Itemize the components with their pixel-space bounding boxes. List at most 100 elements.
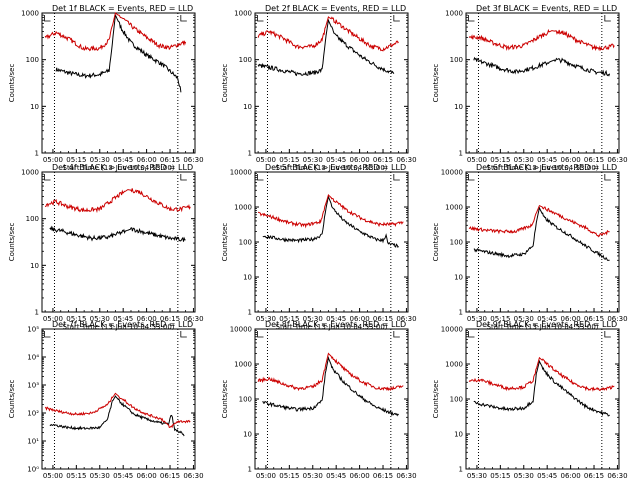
x-tick-label: 06:00 bbox=[137, 156, 157, 164]
y-tick-label: 100 bbox=[450, 396, 463, 404]
y-tick-label: 10 bbox=[30, 262, 39, 270]
lld-series-line bbox=[257, 194, 404, 229]
y-tick-label: 1 bbox=[248, 309, 252, 317]
x-tick-label: 05:00 bbox=[43, 315, 63, 323]
x-tick-label: 06:15 bbox=[160, 315, 180, 323]
plot-panel: Det 7f BLACK = Events, RED = LLD 10⁰ 10¹ 10… bbox=[8, 320, 204, 480]
y-tick-label: 10¹ bbox=[27, 438, 39, 446]
y-tick-label: 100 bbox=[450, 239, 463, 247]
lld-series-line bbox=[45, 188, 191, 214]
x-axis-label: Start Time (13-Jun-10 04:53:00) bbox=[487, 323, 599, 331]
x-tick-label: 05:30 bbox=[514, 472, 534, 480]
x-tick-label: 05:00 bbox=[467, 156, 487, 164]
y-tick-label: 10000 bbox=[230, 326, 252, 334]
x-tick-label: 05:15 bbox=[279, 315, 299, 323]
x-tick-label: 06:00 bbox=[350, 156, 370, 164]
x-tick-label: 05:15 bbox=[66, 472, 86, 480]
interval-bracket bbox=[393, 331, 400, 338]
plot-panel: Det 4f BLACK = Events, RED = LLD 1 10 100 10… bbox=[8, 163, 204, 331]
y-tick-label: 10 bbox=[243, 274, 252, 282]
x-axis-label: Start Time (13-Jun-10 04:53:00) bbox=[276, 164, 388, 172]
x-tick-label: 06:00 bbox=[137, 315, 157, 323]
x-tick-label: 06:00 bbox=[137, 472, 157, 480]
x-tick-label: 06:15 bbox=[584, 472, 604, 480]
y-tick-label: 100 bbox=[26, 56, 39, 64]
interval-bracket bbox=[468, 174, 475, 181]
y-tick-label: 1000 bbox=[445, 204, 463, 212]
x-tick-label: 06:00 bbox=[561, 472, 581, 480]
plot-title: Det 4f BLACK = Events, RED = LLD bbox=[52, 163, 193, 172]
y-tick-label: 1000 bbox=[21, 169, 39, 177]
x-tick-label: 05:00 bbox=[43, 472, 63, 480]
interval-bracket bbox=[180, 331, 187, 338]
plot-title: Det 3f BLACK = Events, RED = LLD bbox=[476, 4, 617, 13]
y-tick-label: 1000 bbox=[445, 10, 463, 18]
y-tick-label: 1 bbox=[459, 466, 463, 474]
interval-bracket bbox=[44, 174, 51, 181]
x-tick-label: 06:00 bbox=[350, 472, 370, 480]
x-tick-label: 05:30 bbox=[90, 472, 110, 480]
interval-bracket bbox=[44, 15, 51, 22]
plot-title: Det 1f BLACK = Events, RED = LLD bbox=[52, 4, 193, 13]
x-tick-label: 06:15 bbox=[584, 156, 604, 164]
x-tick-label: 05:45 bbox=[537, 315, 557, 323]
y-tick-label: 10³ bbox=[27, 382, 39, 390]
x-tick-label: 05:00 bbox=[256, 472, 276, 480]
y-axis-label: Counts/sec bbox=[221, 223, 229, 262]
plot-panel: Det 9f BLACK = Events, RED = LLD 1 10 100 10… bbox=[432, 320, 628, 480]
x-tick-label: 06:15 bbox=[160, 472, 180, 480]
lld-series-line bbox=[257, 352, 404, 392]
interval-bracket bbox=[604, 174, 611, 181]
x-tick-label: 05:45 bbox=[326, 472, 346, 480]
y-axis-label: Counts/sec bbox=[8, 64, 16, 103]
y-axis-label: Counts/sec bbox=[221, 64, 229, 103]
plot-panel: Det 3f BLACK = Events, RED = LLD 1 10 100 10… bbox=[432, 4, 628, 172]
interval-bracket bbox=[44, 331, 51, 338]
x-axis-label: Start Time (13-Jun-10 04:53:00) bbox=[276, 323, 388, 331]
y-tick-label: 100 bbox=[239, 396, 252, 404]
x-tick-label: 05:15 bbox=[66, 315, 86, 323]
x-tick-label: 06:30 bbox=[396, 156, 416, 164]
y-tick-label: 10000 bbox=[230, 169, 252, 177]
x-tick-label: 06:15 bbox=[373, 315, 393, 323]
interval-bracket bbox=[468, 331, 475, 338]
x-tick-label: 05:45 bbox=[537, 472, 557, 480]
lld-series-line bbox=[468, 28, 615, 52]
x-tick-label: 05:15 bbox=[490, 315, 510, 323]
x-tick-label: 06:30 bbox=[607, 315, 627, 323]
x-tick-label: 05:45 bbox=[326, 315, 346, 323]
lld-series-line bbox=[257, 16, 399, 52]
interval-bracket bbox=[604, 15, 611, 22]
interval-bracket bbox=[257, 331, 264, 338]
y-tick-label: 100 bbox=[239, 239, 252, 247]
y-tick-label: 10 bbox=[243, 103, 252, 111]
y-tick-label: 1000 bbox=[234, 204, 252, 212]
y-tick-label: 1 bbox=[459, 150, 463, 158]
y-tick-label: 10 bbox=[454, 103, 463, 111]
interval-bracket bbox=[180, 174, 187, 181]
x-tick-label: 06:15 bbox=[584, 315, 604, 323]
x-tick-label: 05:30 bbox=[303, 315, 323, 323]
y-tick-label: 1000 bbox=[234, 361, 252, 369]
y-tick-label: 10 bbox=[454, 431, 463, 439]
x-tick-label: 05:30 bbox=[514, 315, 534, 323]
events-series-line bbox=[55, 13, 182, 93]
y-tick-label: 1000 bbox=[21, 10, 39, 18]
y-tick-label: 1000 bbox=[445, 361, 463, 369]
y-tick-label: 1 bbox=[248, 466, 252, 474]
events-series-line bbox=[473, 56, 611, 77]
x-tick-label: 06:15 bbox=[160, 156, 180, 164]
events-series-line bbox=[262, 194, 399, 248]
y-tick-label: 1 bbox=[459, 309, 463, 317]
x-tick-label: 05:30 bbox=[90, 156, 110, 164]
interval-bracket bbox=[393, 174, 400, 181]
x-tick-label: 05:15 bbox=[490, 472, 510, 480]
x-tick-label: 05:30 bbox=[467, 315, 487, 323]
x-tick-label: 05:00 bbox=[256, 156, 276, 164]
x-tick-label: 05:45 bbox=[113, 156, 133, 164]
y-tick-label: 100 bbox=[239, 56, 252, 64]
y-axis-label: Counts/sec bbox=[432, 380, 440, 419]
lld-series-line bbox=[44, 392, 191, 429]
x-tick-label: 05:30 bbox=[467, 472, 487, 480]
interval-bracket bbox=[180, 15, 187, 22]
